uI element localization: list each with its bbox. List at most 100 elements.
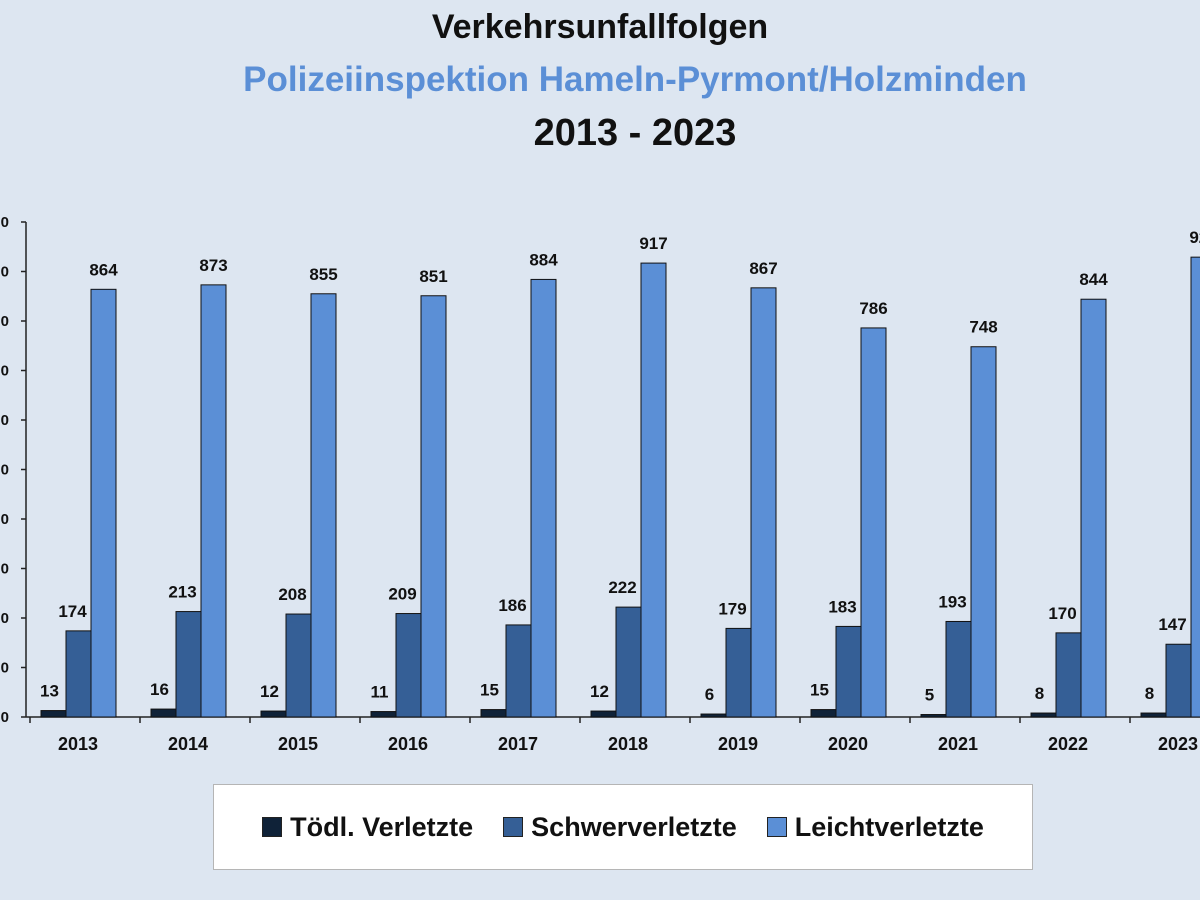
- bar-leicht-2020: [860, 327, 887, 718]
- x-tick-label-2020: 2020: [828, 734, 868, 754]
- y-tick-label: 0: [1, 511, 9, 528]
- bar-leicht-2013: [90, 288, 117, 718]
- data-label-schwer-2023: 147: [1158, 615, 1186, 634]
- x-tick-label-2015: 2015: [278, 734, 318, 754]
- bar-leicht-2017: [530, 278, 557, 718]
- y-tick-label: 0: [1, 709, 9, 726]
- legend-swatch-schwer: [503, 817, 524, 837]
- data-label-leicht-2020: 786: [859, 299, 887, 318]
- bar-toedl-2019: [700, 713, 727, 718]
- data-label-leicht-2018: 917: [639, 234, 667, 253]
- legend-item-schwer: Schwerverletzte: [503, 812, 737, 843]
- data-label-leicht-2017: 884: [529, 250, 558, 269]
- y-tick-label: 0: [1, 412, 9, 429]
- data-label-leicht-2019: 867: [749, 259, 777, 278]
- bar-toedl-2016: [370, 711, 397, 718]
- x-tick-label-2017: 2017: [498, 734, 538, 754]
- bar-schwer-2023: [1165, 643, 1192, 718]
- y-tick-label: 0: [1, 214, 9, 231]
- data-label-schwer-2015: 208: [278, 585, 306, 604]
- data-label-schwer-2014: 213: [168, 583, 196, 602]
- data-label-toedl-2016: 11: [371, 683, 389, 702]
- data-label-schwer-2017: 186: [498, 596, 526, 615]
- bar-schwer-2017: [505, 624, 532, 718]
- bar-leicht-2016: [420, 295, 447, 718]
- bar-toedl-2022: [1030, 712, 1057, 718]
- x-tick-label-2019: 2019: [718, 734, 758, 754]
- bar-leicht-2015: [310, 293, 337, 718]
- bar-schwer-2021: [945, 620, 972, 718]
- bar-leicht-2021: [970, 346, 997, 718]
- data-label-toedl-2018: 12: [590, 682, 609, 701]
- bar-schwer-2014: [175, 611, 202, 718]
- chart-title: Verkehrsunfallfolgen: [431, 8, 769, 46]
- bar-schwer-2015: [285, 613, 312, 718]
- bar-toedl-2021: [920, 714, 947, 718]
- y-tick-label: 0: [1, 462, 9, 479]
- bar-toedl-2020: [810, 709, 837, 718]
- data-label-leicht-2016: 851: [419, 267, 447, 286]
- bar-leicht-2019: [750, 287, 777, 718]
- legend-swatch-leicht: [766, 817, 787, 837]
- bar-toedl-2018: [590, 710, 617, 718]
- data-label-leicht-2015: 855: [309, 265, 337, 284]
- bar-leicht-2023: [1190, 256, 1200, 718]
- x-tick-label-2013: 2013: [58, 734, 98, 754]
- bar-schwer-2013: [65, 630, 92, 718]
- data-label-leicht-2013: 864: [89, 260, 118, 279]
- data-label-toedl-2014: 16: [150, 680, 169, 699]
- data-label-toedl-2021: 5: [925, 686, 934, 705]
- data-label-toedl-2020: 15: [810, 681, 829, 700]
- data-label-toedl-2015: 12: [260, 682, 279, 701]
- chart-subtitle: Polizeiinspektion Hameln-Pyrmont/Holzmin…: [243, 60, 1027, 99]
- bar-schwer-2016: [395, 613, 422, 718]
- y-tick-label: 0: [1, 610, 9, 627]
- bar-toedl-2023: [1140, 712, 1167, 718]
- data-label-leicht-2022: 844: [1079, 270, 1108, 289]
- data-label-leicht-2021: 748: [969, 318, 997, 337]
- bar-toedl-2015: [260, 710, 287, 718]
- data-label-toedl-2017: 15: [480, 681, 499, 700]
- bar-schwer-2019: [725, 627, 752, 718]
- y-tick-label: 0: [1, 561, 9, 578]
- x-tick-label-2016: 2016: [388, 734, 428, 754]
- x-tick-label-2023: 2023: [1158, 734, 1198, 754]
- legend-item-leicht: Leichtverletzte: [766, 811, 984, 843]
- data-label-schwer-2022: 170: [1048, 604, 1076, 623]
- x-tick-label-2021: 2021: [938, 734, 978, 754]
- data-label-toedl-2019: 6: [705, 685, 714, 704]
- x-tick-label-2018: 2018: [608, 734, 648, 754]
- legend-item-toedl: Tödl. Verletzte: [262, 812, 473, 843]
- data-label-schwer-2013: 174: [58, 602, 87, 621]
- data-label-schwer-2016: 209: [388, 585, 416, 604]
- bar-schwer-2022: [1055, 632, 1082, 718]
- data-label-toedl-2023: 8: [1145, 684, 1154, 703]
- y-tick-label: 0: [1, 363, 9, 380]
- bar-toedl-2013: [40, 710, 67, 718]
- bar-leicht-2018: [640, 262, 667, 718]
- bar-schwer-2018: [615, 606, 642, 718]
- data-label-schwer-2021: 193: [938, 592, 966, 611]
- bar-toedl-2017: [480, 709, 507, 718]
- chart-year-range: 2013 - 2023: [533, 112, 737, 154]
- legend-label-leicht: Leichtverletzte: [794, 811, 984, 842]
- y-tick-label: 0: [1, 264, 9, 281]
- data-label-toedl-2013: 13: [40, 682, 59, 701]
- data-label-schwer-2020: 183: [828, 597, 856, 616]
- legend-label-toedl: Tödl. Verletzte: [290, 811, 474, 842]
- data-label-leicht-2023: 929: [1189, 228, 1200, 247]
- bar-leicht-2022: [1080, 298, 1107, 718]
- x-tick-label-2014: 2014: [168, 734, 208, 754]
- data-label-schwer-2019: 179: [718, 599, 746, 618]
- y-tick-label: 0: [1, 660, 9, 677]
- y-tick-label: 0: [1, 313, 9, 330]
- x-tick-label-2022: 2022: [1048, 734, 1088, 754]
- data-label-schwer-2018: 222: [608, 578, 636, 597]
- bar-leicht-2014: [200, 284, 227, 718]
- data-label-leicht-2014: 873: [199, 256, 227, 275]
- data-label-toedl-2022: 8: [1035, 684, 1044, 703]
- bar-toedl-2014: [150, 708, 177, 718]
- bar-schwer-2020: [835, 625, 862, 718]
- legend-label-schwer: Schwerverletzte: [531, 811, 737, 842]
